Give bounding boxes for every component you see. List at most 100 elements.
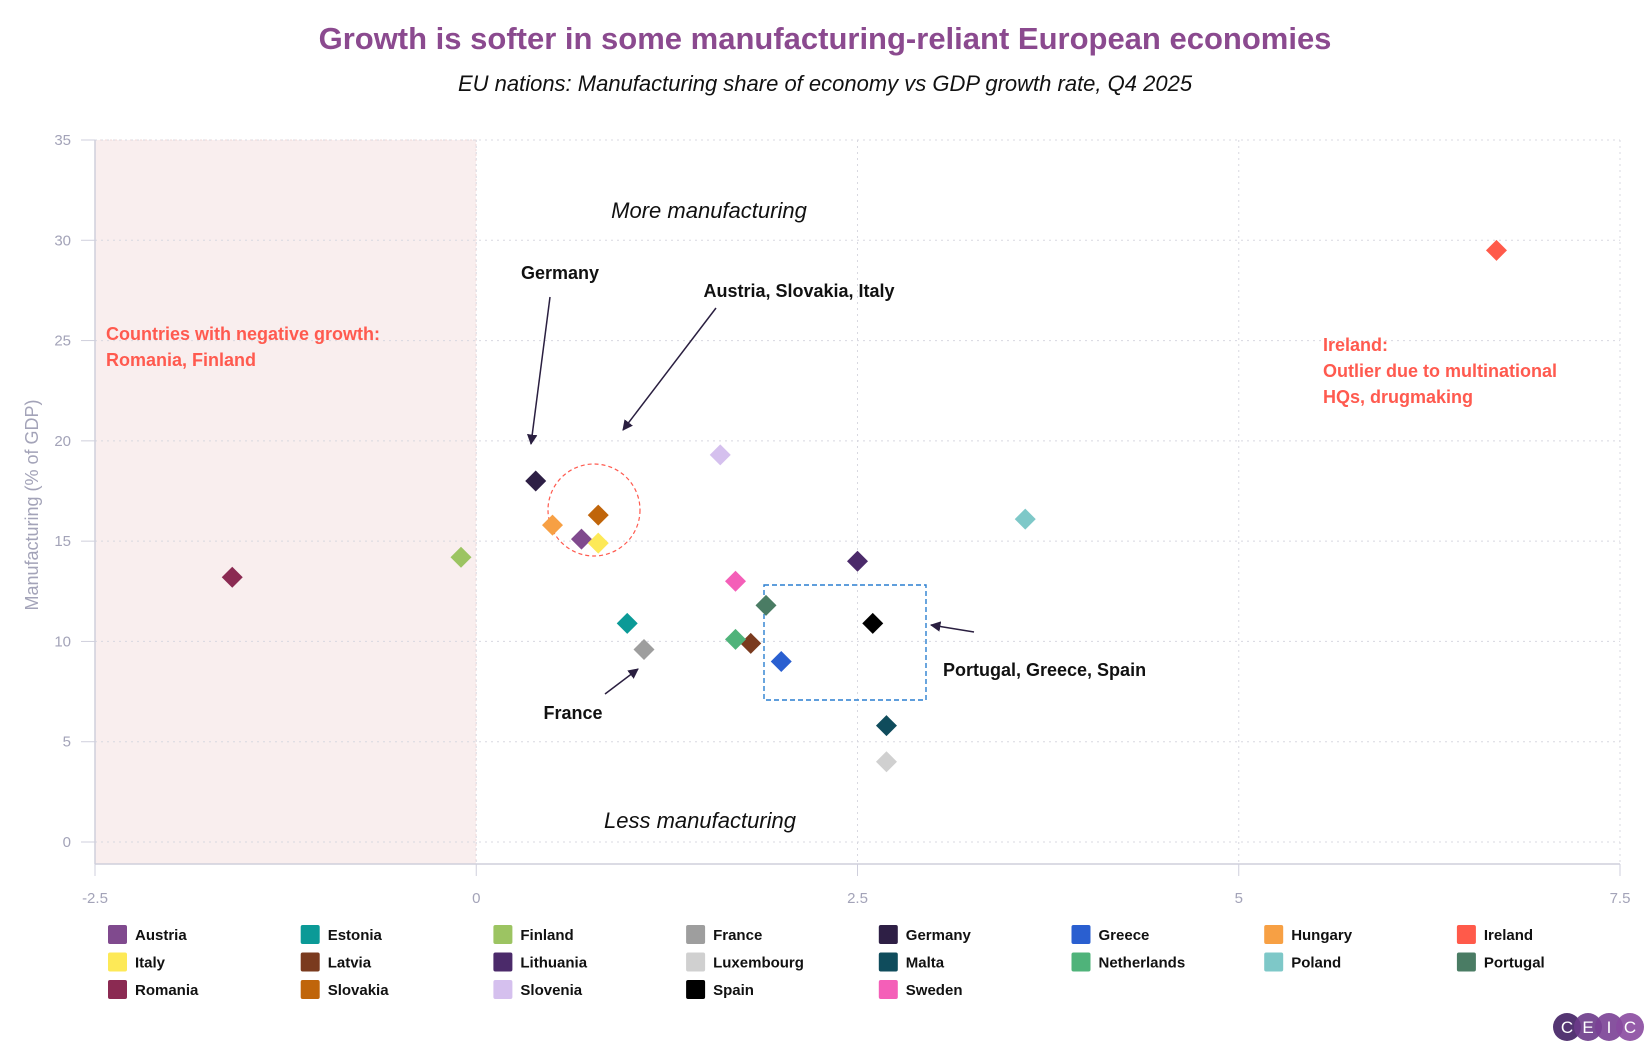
chart-title: Growth is softer in some manufacturing-r…: [319, 21, 1332, 56]
legend-swatch: [493, 952, 513, 972]
point-estonia[interactable]: Estonia: 0.99, 10.9: [616, 612, 638, 634]
axis-ticks: 0 5 10 15 20 25 30 35 -2.5 0 2.5 5 7.5: [54, 132, 1630, 907]
legend-item-netherlands[interactable]: Netherlands: [1099, 955, 1186, 972]
legend-swatch: [108, 980, 127, 999]
svg-text:I: I: [1607, 1018, 1612, 1037]
svg-text:E: E: [1582, 1018, 1593, 1037]
annotation-ireland-2: Outlier due to multinational: [1323, 361, 1557, 381]
point-france[interactable]: France: 1.1, 9.6: [633, 638, 655, 660]
legend-item-slovenia[interactable]: Slovenia: [520, 982, 582, 999]
legend-swatch: [1456, 925, 1476, 944]
legend-item-sweden[interactable]: Sweden: [906, 982, 963, 999]
data-points: Austria: 0.69, 15.1 Estonia: 0.99, 10.9 Fi…: [221, 239, 1507, 773]
legend-item-hungary[interactable]: Hungary: [1291, 927, 1353, 944]
france-arrow: [604, 668, 639, 695]
svg-text:C: C: [1624, 1018, 1636, 1037]
point-lithuania[interactable]: Lithuania: 2.5, 14: [847, 550, 868, 572]
point-sweden[interactable]: Sweden: 1.7, 13: [725, 570, 746, 592]
legend-item-ireland[interactable]: Ireland: [1484, 927, 1533, 944]
legend-item-poland[interactable]: Poland: [1291, 955, 1341, 972]
y-axis-label: Manufacturing (% of GDP): [22, 399, 42, 610]
point-austria[interactable]: Austria: 0.69, 15.1: [570, 528, 592, 550]
legend-item-austria[interactable]: Austria: [135, 927, 187, 944]
point-slovenia[interactable]: Slovenia: 1.6, 19.3: [709, 444, 731, 466]
y-tick-label: 5: [63, 734, 71, 751]
point-latvia[interactable]: Latvia: 1.8, 9.9: [740, 632, 762, 654]
point-germany[interactable]: Germany: 0.39, 18: [525, 470, 547, 492]
point-italy[interactable]: Italy: 0.8, 14.9: [587, 532, 609, 554]
point-ireland[interactable]: Ireland: 6.69, 29.5: [1485, 239, 1507, 261]
point-luxembourg[interactable]: Luxembourg: 2.69, 4: [875, 751, 897, 773]
annotation-ireland-3: HQs, drugmaking: [1323, 387, 1473, 407]
legend-item-greece[interactable]: Greece: [1099, 927, 1150, 944]
x-tick-label: 0: [472, 890, 480, 907]
legend-swatch: [300, 925, 320, 944]
legend-item-malta[interactable]: Malta: [906, 955, 945, 972]
point-malta[interactable]: Malta: 2.69, 5.8: [875, 715, 897, 737]
legend-item-lithuania[interactable]: Lithuania: [520, 955, 587, 972]
legend-item-spain[interactable]: Spain: [713, 982, 754, 999]
legend-swatch: [878, 952, 898, 972]
point-poland[interactable]: Poland: 3.6, 16.1: [1014, 508, 1036, 530]
annotation-france: France: [543, 703, 602, 723]
legend-item-finland[interactable]: Finland: [520, 927, 573, 944]
point-spain[interactable]: Spain: 2.6, 10.9: [862, 612, 884, 634]
legend-swatch: [1456, 952, 1476, 972]
legend-swatch: [878, 925, 898, 944]
chart-subtitle: EU nations: Manufacturing share of econo…: [458, 71, 1193, 96]
legend-item-latvia[interactable]: Latvia: [328, 955, 372, 972]
legend-swatch: [1071, 952, 1091, 972]
negative-growth-region: [94, 139, 477, 865]
annotation-portugal-group: Portugal, Greece, Spain: [943, 660, 1146, 680]
point-finland[interactable]: Finland: -0.1, 14.2: [450, 546, 472, 568]
point-greece[interactable]: Greece: 2, 9: [770, 650, 792, 672]
legend-swatch: [300, 952, 320, 972]
portugal-group-arrow: [929, 621, 975, 633]
austria-group-arrow: [622, 307, 717, 431]
annotation-negative-growth-2: Romania, Finland: [106, 350, 256, 370]
germany-arrow: [527, 296, 551, 446]
ceic-logo: C E I C: [1553, 1013, 1644, 1041]
y-tick-label: 15: [54, 533, 71, 550]
y-tick-label: 20: [54, 433, 71, 450]
point-slovakia[interactable]: Slovakia: 0.8, 16.3: [587, 504, 609, 526]
legend-swatch: [878, 980, 898, 999]
point-romania[interactable]: Romania: -1.6, 13.2: [221, 566, 243, 588]
y-tick-label: 10: [54, 633, 71, 650]
legend-item-romania[interactable]: Romania: [135, 982, 199, 999]
legend: Austria Estonia Finland France Germany Greece…: [108, 925, 1545, 999]
legend-swatch: [493, 925, 513, 944]
grid: [94, 139, 1621, 864]
legend-item-slovakia[interactable]: Slovakia: [328, 982, 390, 999]
annotation-less-manufacturing: Less manufacturing: [604, 808, 797, 833]
annotation-negative-growth-1: Countries with negative growth:: [106, 324, 380, 344]
legend-item-italy[interactable]: Italy: [135, 955, 166, 972]
cluster-highlight-box: [763, 584, 927, 701]
x-tick-label: 2.5: [847, 890, 868, 907]
y-tick-label: 25: [54, 333, 71, 350]
legend-item-portugal[interactable]: Portugal: [1484, 955, 1545, 972]
y-tick-label: 0: [63, 834, 71, 851]
point-portugal[interactable]: Portugal: 1.9, 11.8: [755, 594, 777, 616]
legend-swatch: [108, 925, 127, 944]
legend-swatch: [108, 952, 127, 972]
x-tick-label: 5: [1235, 890, 1243, 907]
legend-swatch: [1264, 925, 1284, 944]
point-netherlands[interactable]: Netherlands: 1.7, 10.1: [725, 628, 746, 650]
legend-swatch: [300, 980, 320, 999]
legend-swatch: [686, 925, 706, 944]
annotation-more-manufacturing: More manufacturing: [611, 198, 807, 223]
svg-text:C: C: [1561, 1018, 1573, 1037]
legend-swatch: [1264, 952, 1284, 972]
legend-item-luxembourg[interactable]: Luxembourg: [713, 955, 804, 972]
legend-item-estonia[interactable]: Estonia: [328, 927, 383, 944]
legend-item-france[interactable]: France: [713, 927, 762, 944]
legend-swatch: [493, 980, 513, 999]
x-tick-label: 7.5: [1610, 890, 1631, 907]
legend-item-germany[interactable]: Germany: [906, 927, 972, 944]
cluster-highlight-circle: [547, 463, 641, 557]
annotation-austria-group: Austria, Slovakia, Italy: [703, 281, 894, 301]
point-hungary[interactable]: Hungary: 0.5, 15.8: [542, 514, 563, 536]
annotation-ireland-1: Ireland:: [1323, 335, 1388, 355]
